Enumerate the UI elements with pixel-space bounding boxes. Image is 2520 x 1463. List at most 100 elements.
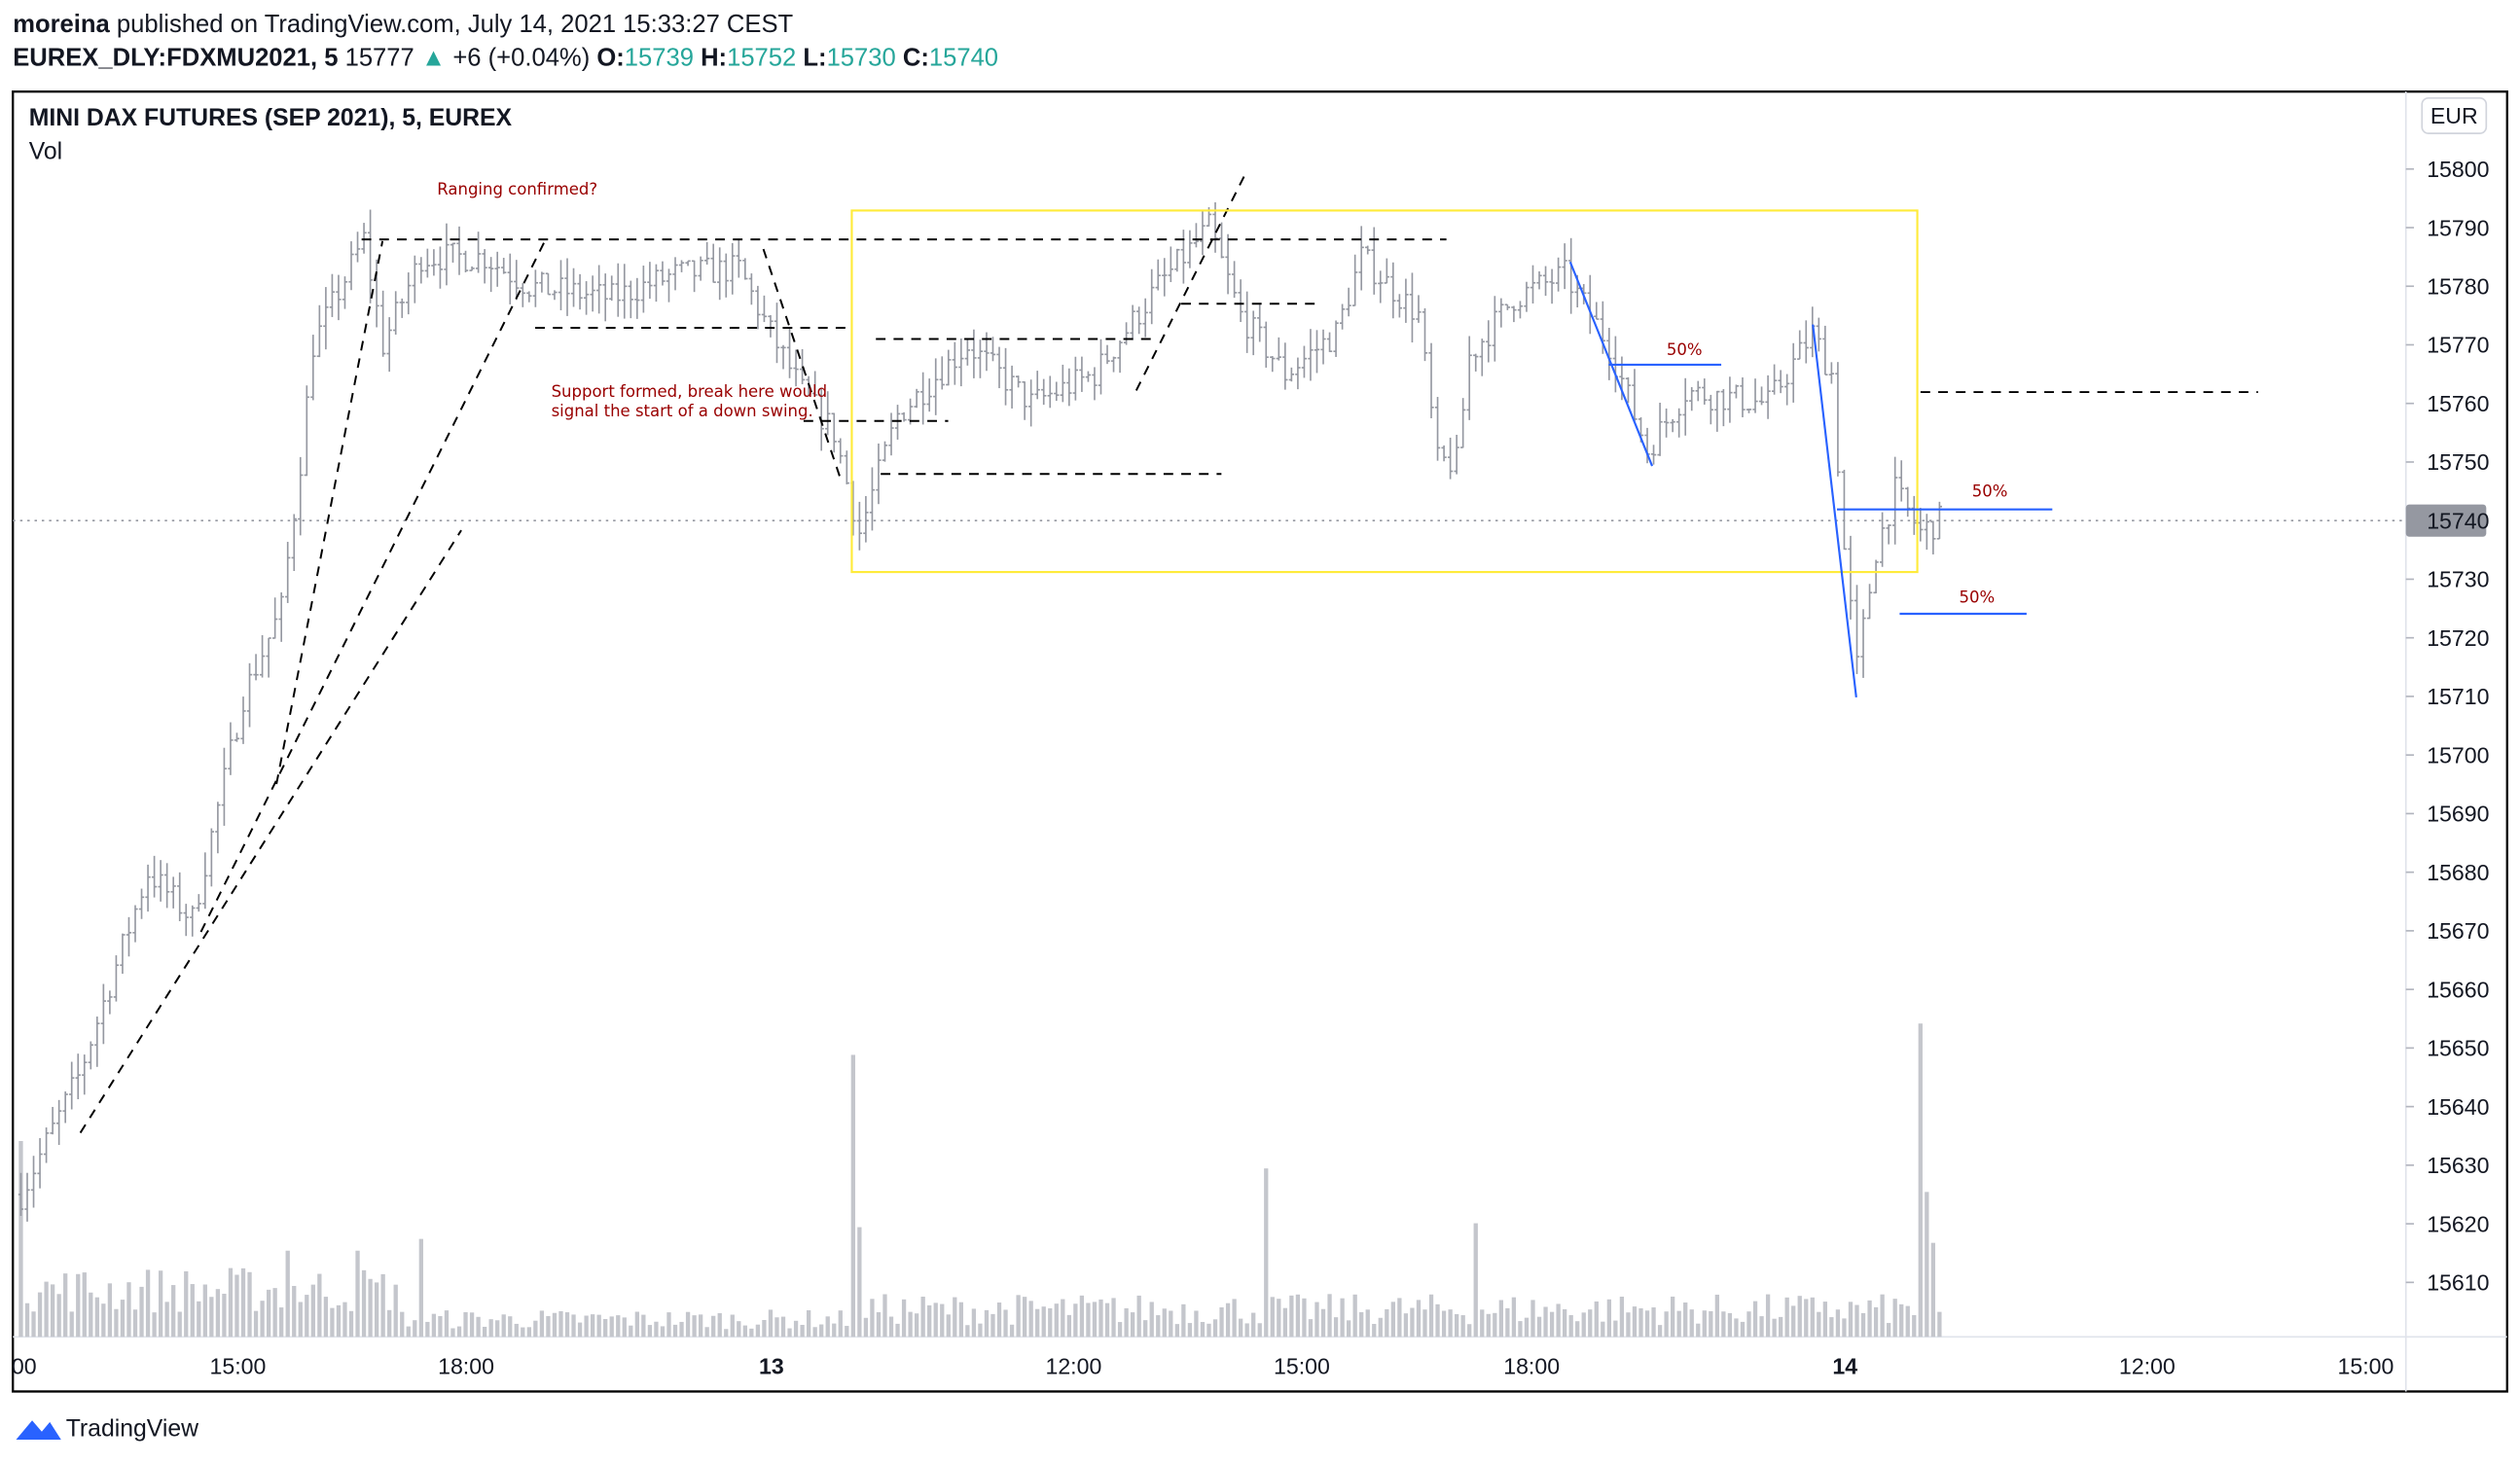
volume-bar	[1543, 1306, 1548, 1338]
volume-bar	[1054, 1303, 1059, 1338]
volume-bar	[978, 1323, 983, 1338]
volume-bar	[1416, 1300, 1422, 1338]
volume-bar	[342, 1302, 347, 1338]
volume-bar	[1219, 1307, 1224, 1338]
volume-bar	[876, 1312, 882, 1338]
volume-bar	[56, 1294, 61, 1338]
volume-bar	[666, 1312, 671, 1338]
volume-bar	[469, 1312, 475, 1338]
currency-button[interactable]	[2421, 96, 2488, 134]
volume-bar	[1048, 1307, 1053, 1338]
volume-bar	[1104, 1302, 1110, 1338]
volume-bar	[298, 1302, 303, 1338]
chart-frame	[12, 90, 2508, 1393]
y-tick-label: 15640	[2427, 1094, 2489, 1120]
volume-bar	[984, 1309, 990, 1338]
volume-bar	[1225, 1302, 1231, 1338]
volume-bar	[292, 1285, 297, 1338]
volume-bar	[107, 1283, 113, 1338]
volume-bar	[1848, 1302, 1854, 1338]
volume-bar	[552, 1312, 558, 1338]
volume-bar	[1568, 1314, 1573, 1338]
y-tick-label: 15790	[2427, 215, 2489, 240]
volume-bar	[1480, 1309, 1485, 1338]
volume-bar	[393, 1284, 398, 1338]
volume-bar	[1473, 1223, 1478, 1338]
volume-bar	[1860, 1312, 1866, 1338]
volume-bar	[1187, 1323, 1193, 1338]
volume-bar	[1244, 1323, 1249, 1338]
x-tick-label: 18:00	[438, 1353, 494, 1378]
tradingview-logo-icon[interactable]	[16, 1420, 61, 1441]
volume-bar	[508, 1316, 513, 1338]
volume-bar	[1740, 1321, 1746, 1338]
volume-bar	[114, 1308, 119, 1338]
currency-label: EUR	[2430, 103, 2478, 128]
volume-bar	[1702, 1310, 1707, 1338]
volume-bar	[1714, 1294, 1719, 1338]
volume-bar	[361, 1269, 367, 1338]
x-tick-label: 14	[1832, 1353, 1857, 1378]
volume-bar	[1626, 1312, 1631, 1338]
volume-bar	[1880, 1294, 1885, 1338]
volume-indicator-label[interactable]: Vol	[29, 139, 62, 165]
volume-bar	[1562, 1308, 1567, 1338]
volume-bar	[476, 1316, 481, 1338]
volume-bar	[94, 1297, 99, 1338]
fib-label: 50%	[1972, 482, 2008, 500]
volume-bar	[89, 1292, 93, 1338]
y-tick-label: 15630	[2427, 1153, 2489, 1178]
time-axis[interactable]: 00 15:00 18:00 13 12:00 15:00 18:00 14 12:00 15:0…	[12, 1353, 2394, 1378]
volume-bar	[1498, 1300, 1503, 1338]
x-tick-label: 15:00	[2338, 1353, 2394, 1378]
volume-bar	[660, 1326, 666, 1338]
volume-bar	[672, 1324, 678, 1338]
volume-bar	[1867, 1300, 1872, 1338]
volume-bar	[1372, 1324, 1377, 1338]
volume-bar	[1174, 1324, 1179, 1338]
volume-bar	[812, 1327, 817, 1338]
y-tick-label: 15760	[2427, 391, 2489, 416]
volume-bar	[629, 1325, 633, 1338]
volume-bar	[1352, 1294, 1357, 1338]
volume-bar	[1829, 1317, 1834, 1338]
volume-bar	[965, 1325, 970, 1338]
volume-bar	[158, 1270, 163, 1338]
volume-bar	[882, 1294, 887, 1338]
volume-bar	[901, 1299, 907, 1338]
volume-bar	[514, 1323, 519, 1338]
pane-title: MINI DAX FUTURES (SEP 2021), 5, EUREX	[29, 105, 513, 131]
volume-bar	[1696, 1323, 1701, 1338]
volume-bar	[18, 1140, 23, 1338]
volume-bar	[1264, 1168, 1269, 1338]
volume-bar	[1930, 1242, 1936, 1338]
volume-bar	[374, 1282, 379, 1338]
volume-bar	[1111, 1298, 1116, 1338]
volume-bar	[400, 1311, 405, 1338]
volume-bar	[1791, 1305, 1796, 1338]
volume-bar	[1905, 1305, 1910, 1338]
volume-bar	[1505, 1307, 1510, 1338]
volume-bar	[1212, 1319, 1218, 1338]
volume-bar	[37, 1292, 43, 1338]
volume-bar	[1295, 1294, 1301, 1338]
volume-bar	[774, 1317, 779, 1338]
volume-bar	[501, 1314, 506, 1338]
volume-bar	[914, 1313, 919, 1338]
y-tick-label: 15780	[2427, 273, 2489, 299]
volume-bar	[228, 1267, 234, 1338]
price-axis[interactable]: 15800 15790 15780 15770 15760 15750 15730 15720…	[2405, 157, 2490, 1296]
last-price-label: 15740	[2427, 508, 2489, 533]
volume-bar	[1232, 1299, 1237, 1338]
volume-bar	[1314, 1302, 1319, 1338]
volume-bar	[380, 1273, 385, 1338]
volume-bar	[1842, 1318, 1847, 1338]
volume-bar	[1765, 1294, 1771, 1338]
volume-bar	[317, 1273, 322, 1338]
volume-bar	[622, 1317, 627, 1338]
volume-bar	[590, 1314, 595, 1338]
x-tick-label: 00	[12, 1353, 37, 1378]
volume-bar	[444, 1310, 450, 1338]
volume-bar	[132, 1309, 138, 1338]
volume-bar	[463, 1311, 468, 1338]
